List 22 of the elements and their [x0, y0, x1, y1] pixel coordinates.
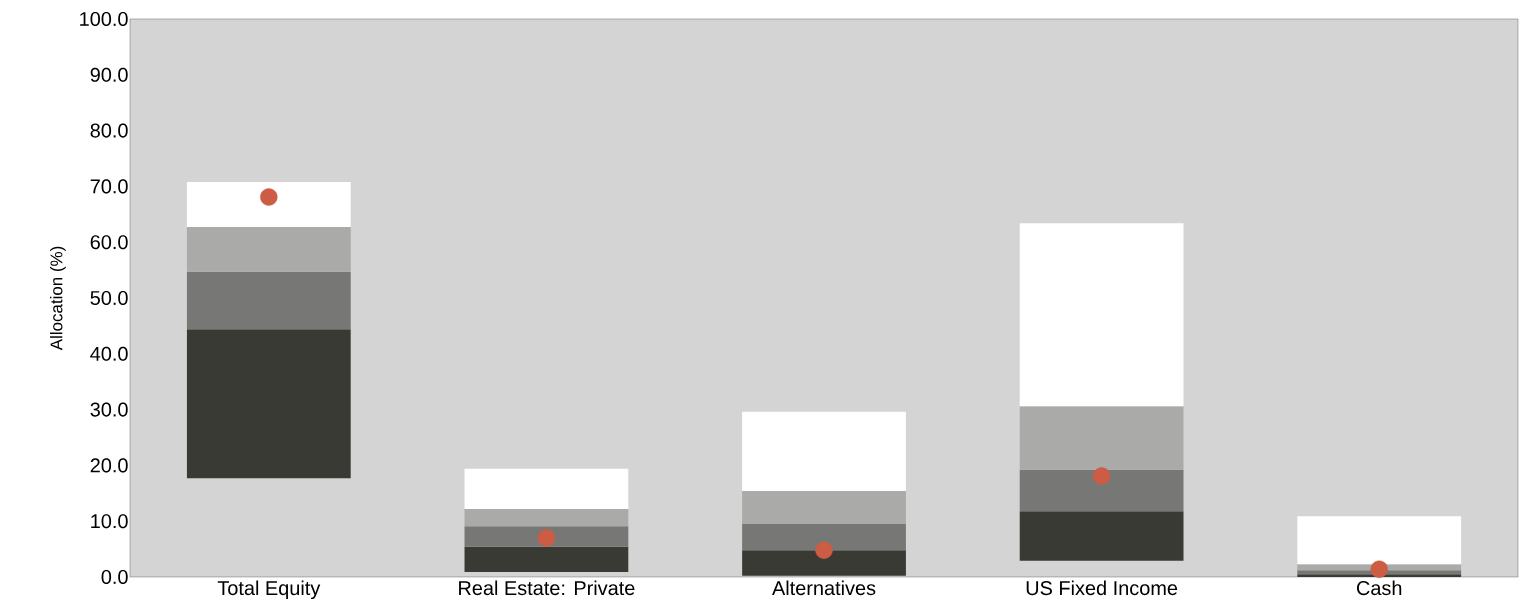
y-axis-title: Allocation (%) — [50, 246, 66, 351]
y-tick-label: 30.0 — [90, 402, 128, 417]
y-tick-label: 80.0 — [90, 123, 128, 138]
point — [1370, 560, 1388, 578]
y-tick-label: 50.0 — [90, 290, 128, 306]
y-tick-label: 10.0 — [91, 514, 128, 529]
x-tick-label: US Fixed Income — [1026, 580, 1178, 596]
point — [815, 541, 833, 559]
y-tick-label: 40.0 — [90, 346, 128, 361]
point — [537, 529, 556, 547]
y-tick-label: 60.0 — [90, 235, 128, 250]
point — [1092, 467, 1111, 485]
x-tick-label: Real Estate: Private — [459, 580, 635, 596]
y-tick-label: 90.0 — [90, 67, 128, 82]
x-tick-label: Total Equity — [217, 580, 321, 600]
y-tick-label: 20.0 — [90, 458, 128, 473]
x-tick-label: Cash — [1356, 580, 1402, 596]
point — [260, 188, 278, 206]
y-tick-label: 100.0 — [80, 11, 128, 27]
x-tick-label: Alternatives — [772, 580, 876, 596]
y-tick-label: 70.0 — [90, 179, 128, 194]
y-tick-label: 0.0 — [101, 569, 128, 585]
